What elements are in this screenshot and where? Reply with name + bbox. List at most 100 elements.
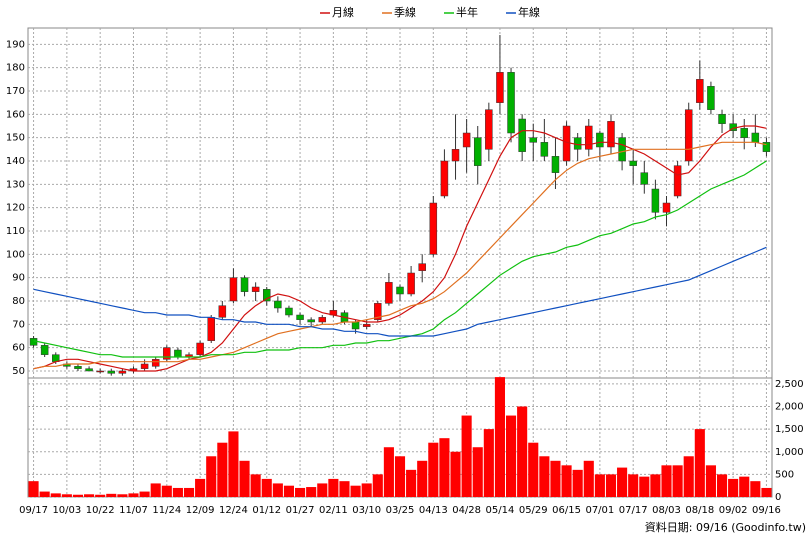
volume-bar <box>728 478 739 497</box>
candle-body <box>618 137 626 162</box>
candle-body <box>118 370 127 374</box>
x-tick-label: 08/03 <box>652 505 681 516</box>
y-tick-label: 130 <box>6 179 25 190</box>
volume-bar <box>228 431 239 497</box>
volume-bar <box>272 483 283 497</box>
y-tick-label: 190 <box>6 39 25 50</box>
y2-tick-label: 0 <box>775 492 781 503</box>
volume-bar <box>261 478 272 497</box>
volume-bar <box>517 406 528 497</box>
volume-bar <box>761 487 772 497</box>
candle-body <box>240 277 249 292</box>
candle-body <box>529 137 538 143</box>
volume-bar <box>661 465 672 497</box>
volume-bar <box>250 474 261 497</box>
candle-body <box>607 121 615 148</box>
volume-bar <box>672 465 683 497</box>
volume-bar <box>639 476 650 497</box>
volume-bar <box>705 465 716 497</box>
volume-bar <box>450 451 461 497</box>
x-tick-label: 01/12 <box>252 505 281 516</box>
volume-bar <box>39 491 50 497</box>
y-tick-label: 70 <box>12 319 25 330</box>
volume-bar <box>572 469 583 497</box>
legend-label: 季線 <box>394 5 416 19</box>
volume-bar <box>139 491 150 497</box>
volume-bar <box>128 493 139 497</box>
volume-bar <box>439 438 450 497</box>
volume-bar <box>84 494 95 497</box>
candle-body <box>362 324 371 327</box>
y-tick-label: 180 <box>6 63 25 74</box>
candle-body <box>485 109 493 150</box>
volume-bar <box>206 456 217 497</box>
candle-body <box>274 300 282 309</box>
candle-body <box>718 114 726 124</box>
legend-label: 月線 <box>332 5 354 19</box>
volume-bar <box>150 483 161 497</box>
y-tick-label: 80 <box>12 296 25 307</box>
candle-body <box>673 165 682 197</box>
candle-body <box>551 156 560 173</box>
volume-bar <box>472 447 483 497</box>
candle-body <box>418 263 426 271</box>
candle-body <box>440 160 449 197</box>
volume-bar <box>683 456 694 497</box>
candle-body <box>684 109 693 162</box>
x-tick-label: 09/17 <box>19 505 48 516</box>
candle-body <box>740 128 748 138</box>
y2-tick-label: 1,500 <box>775 424 804 435</box>
x-tick-label: 02/11 <box>319 505 348 516</box>
volume-bar <box>28 481 39 497</box>
volume-bar <box>161 485 172 497</box>
volume-bar <box>183 487 195 497</box>
candle-body <box>163 347 171 360</box>
candle-body <box>518 118 526 152</box>
volume-bar <box>494 377 505 497</box>
volume-bar <box>461 415 472 497</box>
candle-body <box>540 142 549 157</box>
volume-bar <box>628 474 639 497</box>
volume-bar <box>195 478 206 497</box>
volume-bar <box>372 474 383 497</box>
candle-body <box>140 363 149 369</box>
x-tick-label: 05/29 <box>519 505 548 516</box>
y2-tick-label: 1,000 <box>775 447 804 458</box>
plot-frame <box>27 27 773 498</box>
x-tick-label: 03/10 <box>352 505 381 516</box>
candle-body <box>429 202 438 255</box>
x-tick-label: 04/13 <box>419 505 448 516</box>
x-tick-label: 12/09 <box>186 505 215 516</box>
candle-body <box>296 314 304 320</box>
candle-body <box>40 345 49 355</box>
candle-body <box>751 132 760 143</box>
volume-bar <box>605 474 617 497</box>
volume-bar <box>617 467 628 497</box>
volume-bar <box>406 469 417 497</box>
candle-body <box>762 142 771 152</box>
candle-body <box>351 321 360 330</box>
candle-body <box>473 137 482 166</box>
candle-body <box>318 317 327 323</box>
candle-body <box>251 286 260 292</box>
candle-body <box>85 368 93 372</box>
y2-tick-label: 2,500 <box>775 379 804 390</box>
volume-bar <box>95 494 106 497</box>
candle-body <box>107 370 116 374</box>
volume-bar <box>350 485 361 497</box>
volume-bar <box>716 474 728 497</box>
candle-body <box>385 282 393 304</box>
x-tick-label: 08/18 <box>685 505 714 516</box>
y-tick-label: 160 <box>6 109 25 120</box>
candle-body <box>218 305 227 318</box>
x-tick-label: 07/17 <box>619 505 648 516</box>
candle-body <box>585 125 593 150</box>
volume-bar <box>694 429 705 497</box>
y2-tick-label: 2,000 <box>775 402 804 413</box>
volume-bar <box>283 485 295 497</box>
x-tick-label: 09/16 <box>752 505 781 516</box>
ma-line <box>33 246 767 337</box>
candle-body <box>462 132 471 148</box>
candle-body <box>629 160 637 166</box>
candle-body <box>662 202 671 213</box>
